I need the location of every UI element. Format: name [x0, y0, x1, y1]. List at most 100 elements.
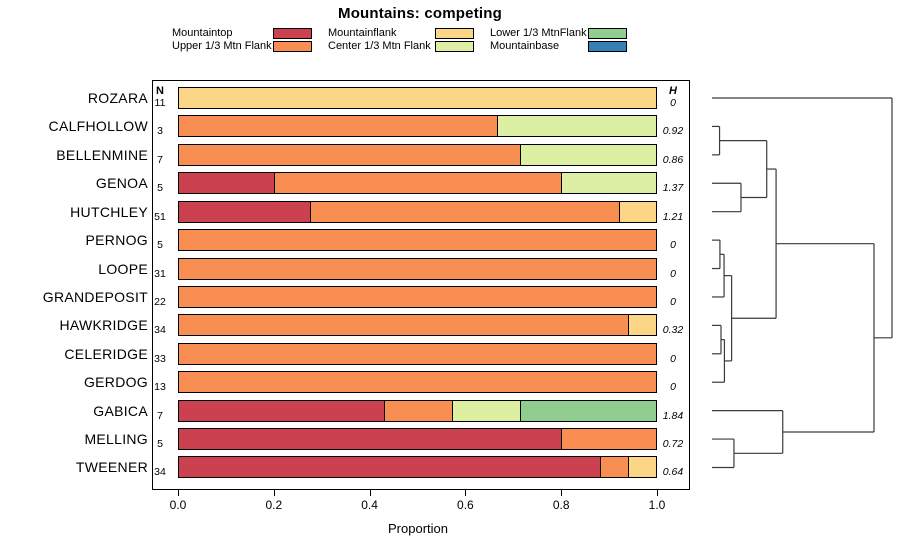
axis-tick	[657, 490, 658, 496]
x-axis-title: Proportion	[388, 521, 448, 536]
legend-swatch	[588, 41, 627, 52]
legend-item: Mountainbase	[490, 40, 627, 53]
n-value: 5	[157, 239, 163, 252]
legend-swatch	[435, 28, 474, 39]
row-label: TWEENER	[75, 459, 148, 476]
bar-segment	[383, 400, 452, 421]
bar-segment	[179, 457, 600, 478]
h-value: 1.37	[662, 182, 684, 195]
legend-item: Center 1/3 Mtn Flank	[328, 40, 474, 53]
row-label: GERDOG	[83, 374, 148, 391]
legend-label: Lower 1/3 MtnFlank	[490, 27, 587, 39]
stacked-bar	[178, 229, 657, 252]
axis-tick-label: 0.8	[552, 498, 570, 512]
row-label: HUTCHLEY	[70, 203, 148, 220]
bar-segment	[179, 372, 656, 393]
h-value: 0	[670, 381, 676, 394]
axis-tick-label: 0.6	[457, 498, 474, 512]
axis-tick	[178, 490, 179, 496]
legend-item: Upper 1/3 Mtn Flank	[172, 40, 312, 53]
axis-tick	[369, 490, 371, 496]
legend-item: Mountainflank	[328, 27, 474, 40]
n-value: 13	[154, 381, 166, 394]
h-value: 1.21	[662, 210, 684, 223]
n-value: 33	[154, 352, 166, 365]
bar-segment	[179, 258, 656, 279]
n-value: 34	[154, 324, 166, 337]
bar-segment	[179, 429, 561, 450]
bar-segment	[179, 400, 384, 421]
n-value: 11	[154, 97, 166, 109]
chart-title: Mountains: competing	[338, 5, 502, 22]
legend-swatch	[435, 41, 474, 52]
bar-segment	[497, 116, 656, 137]
bar-segment	[599, 457, 628, 478]
dendrogram	[712, 97, 893, 469]
stacked-bar	[178, 172, 657, 195]
axis-tick	[465, 490, 467, 496]
bar-segment	[179, 144, 520, 165]
bar-segment	[627, 457, 656, 478]
h-value: 0	[670, 97, 676, 109]
n-value: 22	[154, 295, 166, 308]
row-label: ROZARA	[87, 90, 148, 106]
axis-tick-label: 1.0	[648, 498, 666, 512]
legend-swatch	[273, 41, 312, 52]
bar-segment	[618, 201, 656, 222]
bar-segment	[179, 343, 656, 364]
axis-tick-label: 0.4	[361, 498, 378, 512]
legend-column: Mountaintop Upper 1/3 Mtn Flank	[172, 27, 312, 53]
row-label: MELLING	[84, 431, 148, 448]
stacked-bar	[178, 456, 657, 479]
bar-segment	[179, 315, 628, 336]
stacked-bar	[178, 428, 657, 451]
legend-item: Mountaintop	[172, 27, 312, 40]
legend-label: Center 1/3 Mtn Flank	[328, 40, 431, 52]
stacked-bar	[178, 257, 657, 280]
stacked-bar	[178, 399, 657, 422]
stacked-bar	[178, 285, 657, 308]
n-value: 31	[154, 267, 166, 280]
n-value: 7	[157, 409, 163, 422]
bar-segment	[519, 144, 656, 165]
h-column-header: H	[669, 85, 677, 97]
n-value: 3	[157, 125, 163, 138]
axis-tick-label: 0.0	[169, 498, 187, 512]
plot-area	[152, 80, 690, 490]
h-value: 0.86	[662, 153, 684, 166]
bar-segment	[451, 400, 521, 421]
h-value: 0	[670, 267, 676, 280]
row-label: CALFHOLLOW	[48, 118, 148, 135]
bar-segment	[179, 173, 275, 194]
stacked-bar	[178, 115, 657, 138]
n-value: 51	[154, 210, 166, 223]
axis-tick	[561, 490, 563, 496]
legend-label: Mountaintop	[172, 27, 233, 39]
bar-segment	[179, 88, 656, 108]
legend-item: Lower 1/3 MtnFlank	[490, 27, 627, 40]
row-label: LOOPE	[98, 260, 148, 277]
h-value: 1.84	[662, 409, 684, 422]
legend-label: Upper 1/3 Mtn Flank	[172, 40, 272, 52]
bar-segment	[310, 201, 619, 222]
bar-segment	[520, 400, 656, 421]
h-value: 0.32	[662, 324, 684, 337]
bar-segment	[179, 116, 498, 137]
legend-swatch	[273, 28, 312, 39]
legend-label: Mountainbase	[490, 40, 560, 52]
h-value: 0.64	[662, 466, 684, 479]
h-value: 0	[670, 352, 676, 365]
bar-segment	[560, 429, 656, 450]
stacked-bar	[178, 87, 657, 109]
row-label: PERNOG	[85, 232, 148, 249]
row-label: GRANDEPOSIT	[42, 288, 148, 305]
axis-tick	[273, 490, 275, 496]
stacked-bar	[178, 371, 657, 394]
legend-swatch	[588, 28, 627, 39]
legend-column: Mountainflank Center 1/3 Mtn Flank	[328, 27, 474, 53]
n-value: 34	[154, 466, 166, 479]
row-label: BELLENMINE	[56, 146, 148, 163]
row-label: HAWKRIDGE	[59, 317, 148, 334]
bar-segment	[560, 173, 656, 194]
axis-tick-label: 0.2	[265, 498, 283, 512]
